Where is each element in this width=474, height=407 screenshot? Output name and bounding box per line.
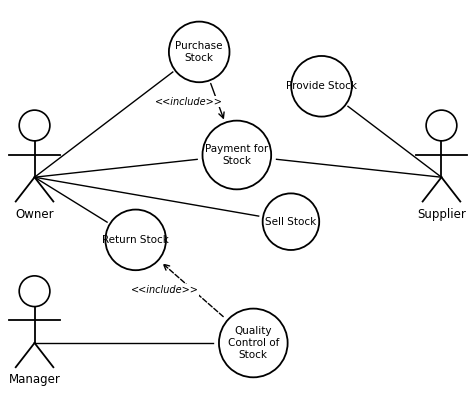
Text: Supplier: Supplier: [417, 208, 466, 221]
Text: <<include>>: <<include>>: [131, 285, 199, 295]
Text: Purchase
Stock: Purchase Stock: [175, 41, 223, 63]
Text: Owner: Owner: [15, 208, 54, 221]
Text: Payment for
Stock: Payment for Stock: [205, 144, 268, 166]
Text: Sell Stock: Sell Stock: [265, 217, 317, 227]
Text: Provide Stock: Provide Stock: [286, 81, 357, 91]
Text: Manager: Manager: [9, 373, 61, 386]
Text: Quality
Control of
Stock: Quality Control of Stock: [228, 326, 279, 360]
Text: <<include>>: <<include>>: [155, 96, 223, 107]
Text: Return Stock: Return Stock: [102, 235, 169, 245]
